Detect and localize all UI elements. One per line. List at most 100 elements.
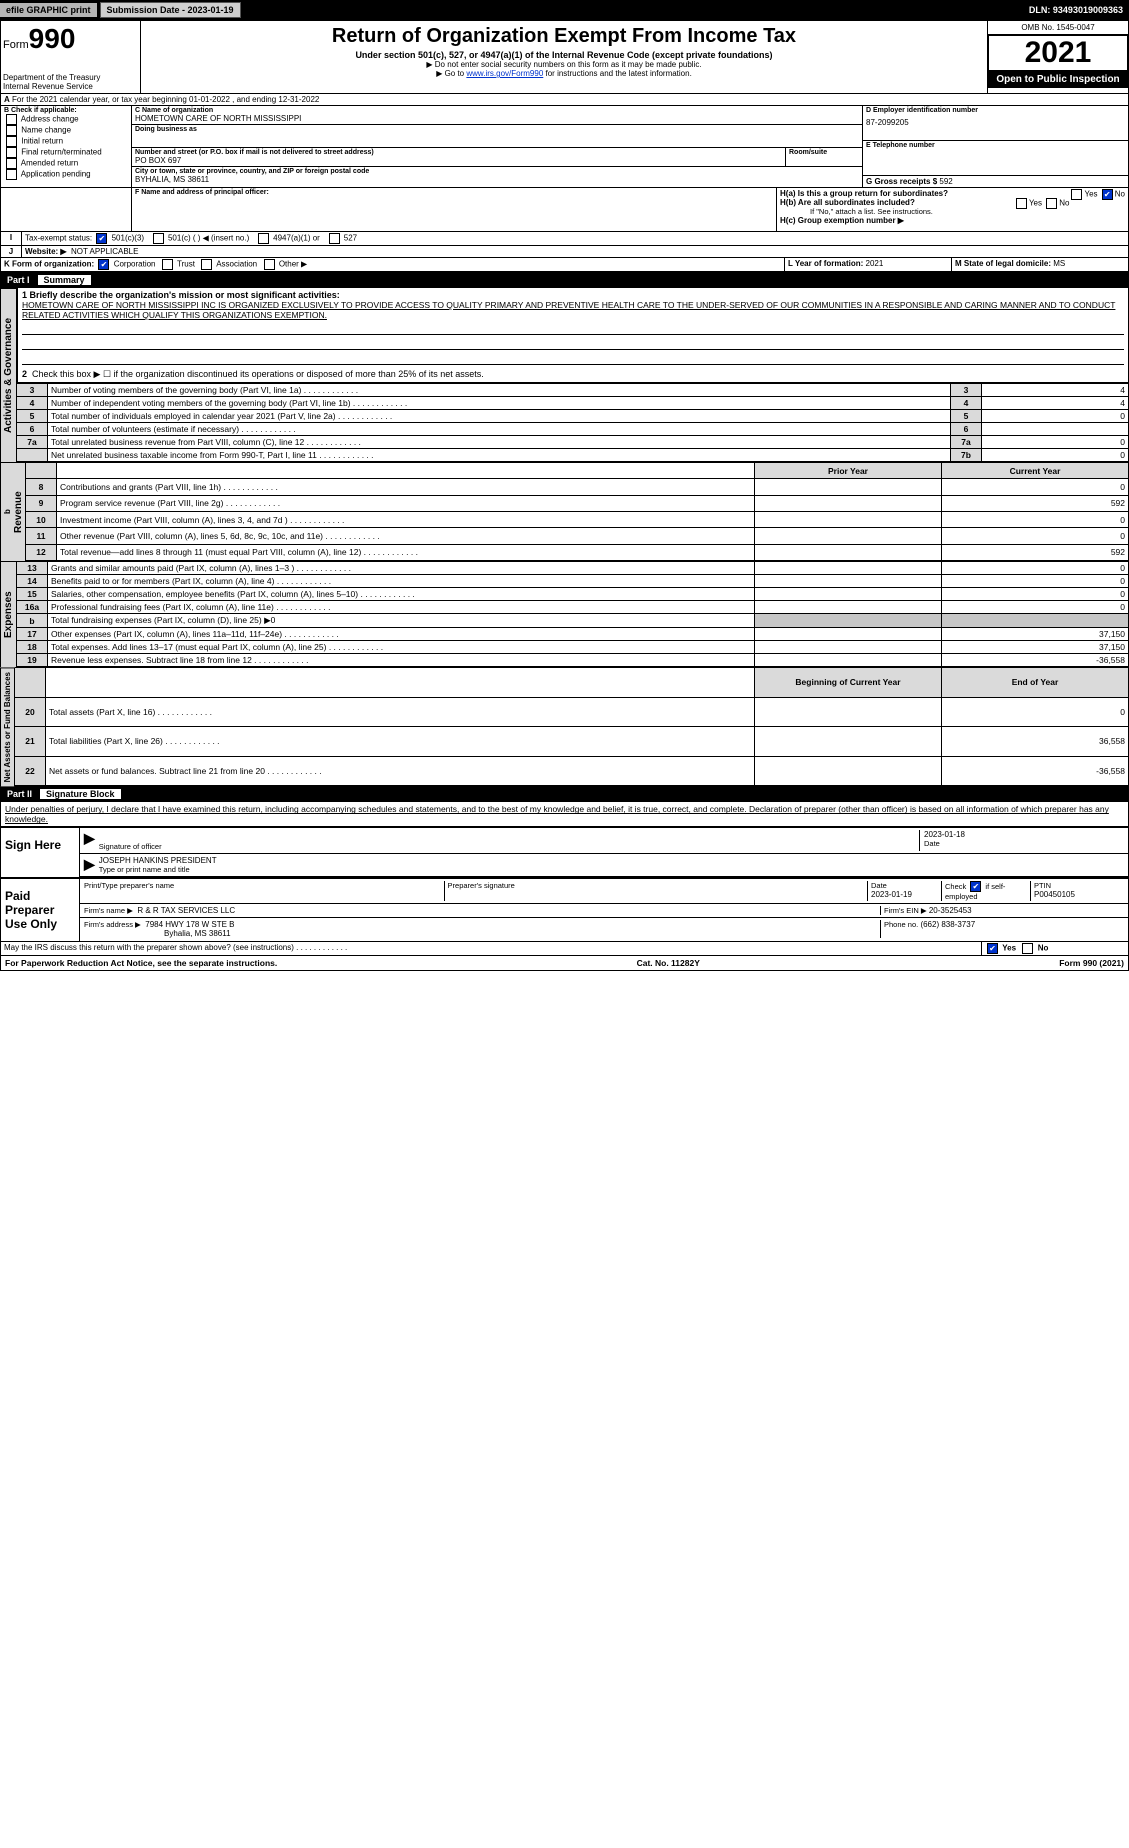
q2-label: 2 Check this box ▶ ☐ if the organization… <box>22 369 1124 380</box>
line-J: J Website: ▶ NOT APPLICABLE <box>0 246 1129 258</box>
G-label: G Gross receipts $ <box>866 177 937 186</box>
table-row: 16aProfessional fundraising fees (Part I… <box>17 601 1129 614</box>
B-checkbox-item[interactable]: Address change <box>4 114 128 125</box>
cat-no: Cat. No. 11282Y <box>637 958 700 968</box>
discuss-no-cb[interactable] <box>1022 943 1033 954</box>
dba-label: Doing business as <box>135 126 859 133</box>
netassets-table: Beginning of Current YearEnd of Year20To… <box>15 667 1129 786</box>
form-title: Return of Organization Exempt From Incom… <box>145 25 983 48</box>
ein-value: 87-2099205 <box>866 114 1125 127</box>
table-row: bTotal fundraising expenses (Part IX, co… <box>17 614 1129 628</box>
sign-here-block: Sign Here ▶ Signature of officer 2023-01… <box>0 826 1129 878</box>
pra-notice: For Paperwork Reduction Act Notice, see … <box>5 958 277 968</box>
firm-phone: (662) 838-3737 <box>920 920 975 929</box>
table-row: 19Revenue less expenses. Subtract line 1… <box>17 654 1129 667</box>
mission-text: HOMETOWN CARE OF NORTH MISSISSIPPI INC I… <box>22 300 1124 320</box>
B-checkbox-item[interactable]: Name change <box>4 125 128 136</box>
table-row: 11Other revenue (Part VIII, column (A), … <box>26 528 1129 544</box>
table-row: 10Investment income (Part VIII, column (… <box>26 511 1129 527</box>
cb-501c[interactable] <box>153 233 164 244</box>
firm-name: R & R TAX SERVICES LLC <box>137 906 235 915</box>
irs-link[interactable]: www.irs.gov/Form990 <box>466 69 543 78</box>
org-name: HOMETOWN CARE OF NORTH MISSISSIPPI <box>135 114 859 123</box>
firm-addr1: 7984 HWY 178 W STE B <box>145 920 234 929</box>
meta-topbar: efile GRAPHIC print Submission Date - 20… <box>0 0 1129 20</box>
table-row: 20Total assets (Part X, line 16)0 <box>15 697 1129 727</box>
table-row: 5Total number of individuals employed in… <box>17 410 1129 423</box>
Ha: H(a) Is this a group return for subordin… <box>780 189 1125 198</box>
table-header: Prior YearCurrent Year <box>26 463 1129 479</box>
city-value: BYHALIA, MS 38611 <box>135 175 859 184</box>
B-checkbox-item[interactable]: Application pending <box>4 169 128 180</box>
efile-label: efile GRAPHIC print <box>0 3 97 17</box>
table-row: 9Program service revenue (Part VIII, lin… <box>26 495 1129 511</box>
side-governance: Activities & Governance <box>0 288 17 462</box>
paid-preparer-block: Paid Preparer Use Only Print/Type prepar… <box>0 878 1129 942</box>
section-FH: F Name and address of principal officer:… <box>0 188 1129 232</box>
arrow-icon: ▶ <box>84 830 95 851</box>
gross-receipts: 592 <box>939 177 952 186</box>
cb-527[interactable] <box>329 233 340 244</box>
cb-other[interactable] <box>264 259 275 270</box>
line-A: A For the 2021 calendar year, or tax yea… <box>0 94 1129 106</box>
room-label: Room/suite <box>789 149 859 156</box>
year-formation: 2021 <box>866 259 884 268</box>
perjury-declaration: Under penalties of perjury, I declare th… <box>0 802 1129 826</box>
arrow-icon: ▶ <box>84 856 95 874</box>
governance-table: 3Number of voting members of the governi… <box>17 383 1129 462</box>
form-subtitle: Under section 501(c), 527, or 4947(a)(1)… <box>145 50 983 60</box>
Hb-note: If "No," attach a list. See instructions… <box>780 207 1125 216</box>
table-row: 14Benefits paid to or for members (Part … <box>17 575 1129 588</box>
table-row: 22Net assets or fund balances. Subtract … <box>15 756 1129 786</box>
q1-label: 1 Briefly describe the organization's mi… <box>22 290 1124 300</box>
table-header: Beginning of Current YearEnd of Year <box>15 668 1129 698</box>
cb-501c3[interactable]: ✔ <box>96 233 107 244</box>
officer-name: JOSEPH HANKINS PRESIDENT <box>99 856 1124 865</box>
table-row: 18Total expenses. Add lines 13–17 (must … <box>17 641 1129 654</box>
form-header: Form990 Department of the Treasury Inter… <box>0 20 1129 94</box>
table-row: 3Number of voting members of the governi… <box>17 384 1129 397</box>
dln-label: DLN: 93493019009363 <box>1023 3 1129 17</box>
part2-header: Part IISignature Block <box>0 786 1129 802</box>
street-value: PO BOX 697 <box>135 156 782 165</box>
part1-header: Part ISummary <box>0 272 1129 288</box>
form-number: Form990 <box>3 23 138 55</box>
sign-here-label: Sign Here <box>1 828 80 877</box>
officer-value <box>135 196 773 230</box>
B-checkbox-item[interactable]: Final return/terminated <box>4 147 128 158</box>
prep-date: 2023-01-19 <box>871 890 912 899</box>
street-label: Number and street (or P.O. box if mail i… <box>135 149 782 156</box>
discuss-yes-cb[interactable]: ✔ <box>987 943 998 954</box>
sig-date: 2023-01-18 <box>924 830 1124 839</box>
ssn-note: ▶ Do not enter social security numbers o… <box>145 60 983 69</box>
table-row: 13Grants and similar amounts paid (Part … <box>17 562 1129 575</box>
revenue-table: Prior YearCurrent Year8Contributions and… <box>26 462 1129 561</box>
line-I: I Tax-exempt status: ✔ 501(c)(3) 501(c) … <box>0 232 1129 246</box>
cb-corp[interactable]: ✔ <box>98 259 109 270</box>
table-row: 21Total liabilities (Part X, line 26)36,… <box>15 727 1129 757</box>
city-label: City or town, state or province, country… <box>135 168 859 175</box>
line-KLM: K Form of organization: ✔ Corporation Tr… <box>0 258 1129 272</box>
firm-ein: 20-3525453 <box>929 906 972 915</box>
goto-note: ▶ Go to www.irs.gov/Form990 for instruct… <box>145 69 983 78</box>
dept-label: Department of the Treasury <box>3 73 138 82</box>
F-label: F Name and address of principal officer: <box>135 189 773 196</box>
table-row: 6Total number of volunteers (estimate if… <box>17 423 1129 436</box>
cb-assoc[interactable] <box>201 259 212 270</box>
B-checkbox-item[interactable]: Initial return <box>4 136 128 147</box>
cb-4947[interactable] <box>258 233 269 244</box>
side-expenses: Expenses <box>0 561 17 667</box>
omb-number: OMB No. 1545-0047 <box>988 21 1128 35</box>
firm-addr2: Byhalia, MS 38611 <box>84 929 231 938</box>
side-revenue: bRevenue <box>0 462 26 561</box>
cb-trust[interactable] <box>162 259 173 270</box>
submission-date-button[interactable]: Submission Date - 2023-01-19 <box>100 2 241 18</box>
paid-preparer-label: Paid Preparer Use Only <box>1 879 80 941</box>
table-row: 12Total revenue—add lines 8 through 11 (… <box>26 544 1129 560</box>
C-name-label: C Name of organization <box>135 107 859 114</box>
expenses-table: 13Grants and similar amounts paid (Part … <box>17 561 1129 667</box>
B-checkbox-item[interactable]: Amended return <box>4 158 128 169</box>
E-label: E Telephone number <box>866 142 1125 149</box>
ptin: P00450105 <box>1034 890 1075 899</box>
form-ref: Form 990 (2021) <box>1059 958 1124 968</box>
